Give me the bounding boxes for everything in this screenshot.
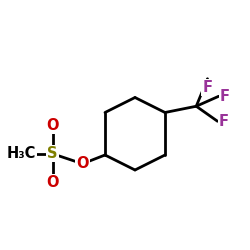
Text: F: F <box>220 89 230 104</box>
Text: F: F <box>202 80 212 95</box>
Text: H₃C: H₃C <box>6 146 36 161</box>
Text: O: O <box>46 118 59 132</box>
Text: O: O <box>76 156 89 171</box>
Text: O: O <box>46 175 59 190</box>
Text: F: F <box>219 114 229 129</box>
Text: S: S <box>47 146 58 161</box>
